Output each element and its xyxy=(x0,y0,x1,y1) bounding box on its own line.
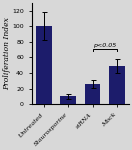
Bar xyxy=(85,84,100,104)
Text: p<0.05: p<0.05 xyxy=(93,44,116,48)
Bar xyxy=(60,96,76,104)
Bar xyxy=(36,26,52,104)
Y-axis label: Proliferation Index: Proliferation Index xyxy=(3,17,11,90)
Bar xyxy=(109,66,125,104)
